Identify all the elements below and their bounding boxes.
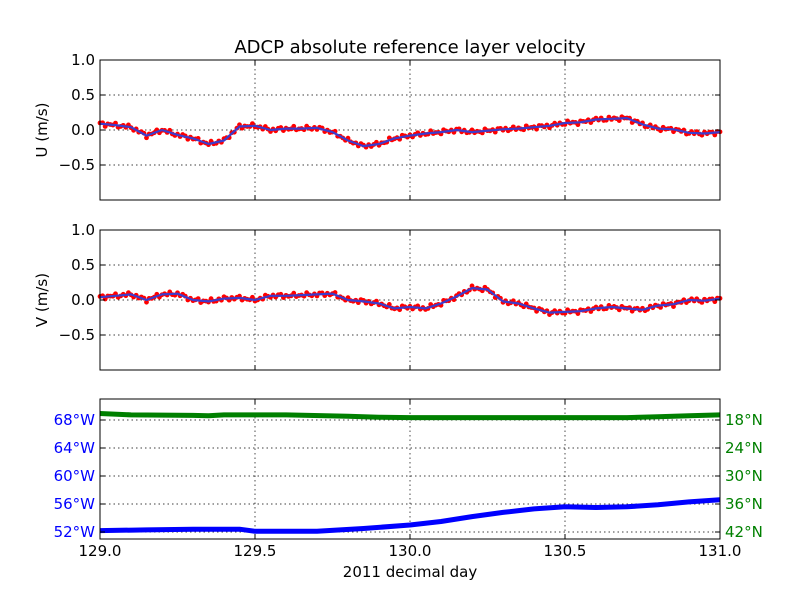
y-tick-label: 1.0 bbox=[71, 221, 95, 239]
x-tick-label: 130.5 bbox=[544, 542, 587, 560]
left-y-tick-label: 60°W bbox=[54, 467, 96, 485]
x-tick-label: 131.0 bbox=[699, 542, 742, 560]
y-tick-label: 0.5 bbox=[71, 86, 95, 104]
right-y-tick-label: 42°N bbox=[725, 523, 763, 541]
right-y-tick-label: 18°N bbox=[725, 411, 763, 429]
longitude-track bbox=[99, 497, 721, 534]
y-axis-label: V (m/s) bbox=[33, 273, 51, 327]
y-tick-label: 0.5 bbox=[71, 256, 95, 274]
y-tick-label: 0.0 bbox=[71, 291, 95, 309]
data-point bbox=[291, 123, 297, 129]
position-panel: 52°W 56°W 60°W 64°W 68°W 42°N 36°N 30°N 24°N 18°N… bbox=[54, 398, 763, 560]
u-panel: −0.5 0.0 0.5 1.0 U (m/s) bbox=[33, 51, 723, 201]
smoothed-line bbox=[99, 287, 721, 314]
left-y-tick-label: 64°W bbox=[54, 439, 96, 457]
left-y-tick-label: 52°W bbox=[54, 523, 96, 541]
y-tick-label: 0.0 bbox=[71, 121, 95, 139]
right-y-tick-label: 36°N bbox=[725, 495, 763, 513]
x-tick-label: 130.0 bbox=[389, 542, 432, 560]
left-y-tick-label: 56°W bbox=[54, 495, 96, 513]
y-axis-label: U (m/s) bbox=[33, 103, 51, 158]
y-tick-label: −0.5 bbox=[59, 326, 95, 344]
smoothed-line bbox=[99, 116, 721, 148]
y-tick-label: −0.5 bbox=[59, 156, 95, 174]
x-tick-label: 129.5 bbox=[234, 542, 277, 560]
x-tick-label: 129.0 bbox=[79, 542, 122, 560]
data-point bbox=[144, 299, 149, 305]
right-y-tick-label: 30°N bbox=[725, 467, 763, 485]
y-tick-label: 1.0 bbox=[71, 51, 95, 69]
chart-title: ADCP absolute reference layer velocity bbox=[234, 37, 586, 58]
data-point bbox=[144, 135, 149, 141]
panels: −0.5 0.0 0.5 1.0 U (m/s) −0.5 0.0 0.5 1.0 V (m/s)… bbox=[33, 51, 763, 560]
right-y-tick-label: 24°N bbox=[725, 439, 763, 457]
latitude-track bbox=[99, 410, 721, 421]
x-axis-label: 2011 decimal day bbox=[343, 563, 478, 581]
v-panel: −0.5 0.0 0.5 1.0 V (m/s) bbox=[33, 221, 723, 371]
left-y-tick-label: 68°W bbox=[54, 411, 96, 429]
